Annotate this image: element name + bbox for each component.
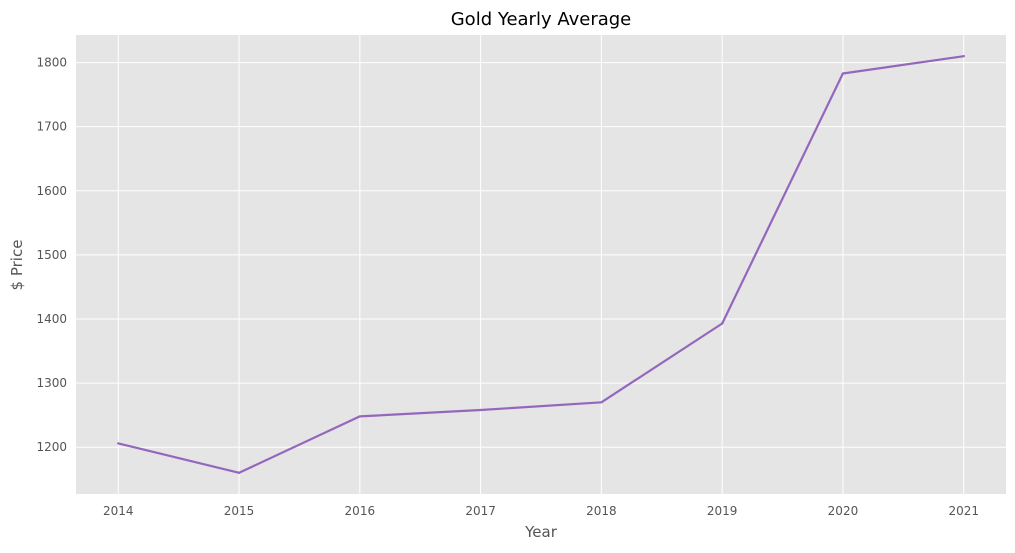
data-point <box>237 471 241 474</box>
y-tick-label: 1300 <box>36 376 67 390</box>
y-tick-label: 1800 <box>36 56 67 70</box>
series-line <box>117 55 965 474</box>
x-tick-label: 2016 <box>345 504 376 518</box>
y-tick-label: 1400 <box>36 312 67 326</box>
data-point <box>841 72 845 75</box>
x-tick-label: 2015 <box>224 504 255 518</box>
data-point <box>721 322 724 325</box>
y-tick-label: 1600 <box>36 184 67 198</box>
y-tick-label: 1200 <box>36 440 67 454</box>
x-tick-label: 2019 <box>707 504 738 518</box>
x-axis-label: Year <box>524 523 558 541</box>
y-tick-label: 1700 <box>36 120 67 134</box>
y-tick-label: 1500 <box>36 248 67 262</box>
data-point <box>600 401 603 404</box>
x-tick-label: 2020 <box>828 504 859 518</box>
plot-background <box>76 35 1006 494</box>
x-tick-label: 2018 <box>586 504 617 518</box>
data-point <box>117 442 120 445</box>
series-layer <box>117 55 965 474</box>
x-tick-label: 2017 <box>465 504 496 518</box>
x-tick-label: 2014 <box>103 504 134 518</box>
y-axis-label: $ Price <box>8 240 26 291</box>
x-tick-label: 2021 <box>948 504 979 518</box>
data-point <box>358 415 361 418</box>
grid-lines <box>76 35 1006 494</box>
y-tick-labels: 1200 1300 1400 1500 1600 1700 1800 <box>36 56 67 455</box>
data-point <box>962 55 965 58</box>
data-point <box>479 408 482 412</box>
chart-title: Gold Yearly Average <box>451 9 632 30</box>
x-tick-labels: 2014 2015 2016 2017 2018 2019 2020 2021 <box>103 504 979 518</box>
